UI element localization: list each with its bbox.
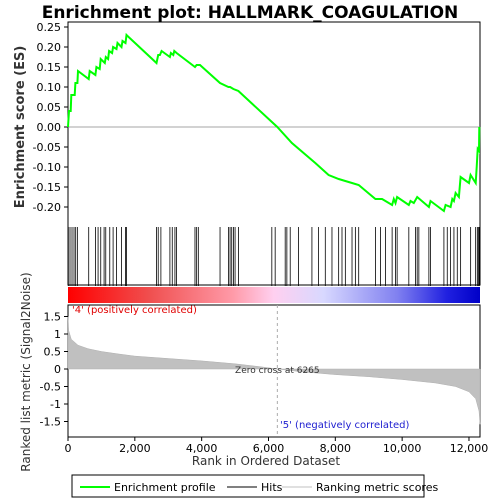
chart-title: Enrichment plot: HALLMARK_COAGULATION: [42, 3, 459, 23]
zero-cross-label: Zero cross at 6265: [235, 366, 320, 376]
legend-metric-label: Ranking metric scores: [316, 481, 438, 494]
x-tick-label: 12,000: [450, 442, 489, 455]
es-y-tick-label: -0.15: [33, 181, 61, 194]
es-y-tick-label: 0.25: [37, 21, 62, 34]
es-y-tick-label: 0.20: [37, 41, 62, 54]
es-y-tick-label: -0.05: [33, 141, 61, 154]
x-tick-label: 6,000: [253, 442, 285, 455]
es-y-tick-label: -0.10: [33, 161, 61, 174]
es-y-tick-label: -0.20: [33, 201, 61, 214]
es-y-tick-label: 0.00: [37, 121, 62, 134]
hits-markers: [67, 227, 480, 286]
x-axis-label: Rank in Ordered Dataset: [192, 454, 340, 468]
x-tick-label: 4,000: [186, 442, 218, 455]
x-tick-label: 0: [65, 442, 72, 455]
metric-y-tick-label: 0.5: [44, 346, 62, 359]
es-y-axis-label: Enrichment score (ES): [13, 46, 28, 209]
legend-enrichment-label: Enrichment profile: [114, 481, 216, 494]
es-y-tick-label: 0.15: [37, 61, 62, 74]
metric-y-tick-label: -1: [50, 398, 61, 411]
rank-color-bar: [68, 287, 480, 303]
es-y-tick-label: 0.05: [37, 101, 62, 114]
legend-box: [71, 474, 425, 498]
metric-y-tick-label: 1: [54, 328, 61, 341]
es-y-tick-label: 0.10: [37, 81, 62, 94]
x-tick-label: 10,000: [383, 442, 422, 455]
legend-hits-label: Hits: [261, 481, 283, 494]
metric-y-tick-label: 0: [54, 363, 61, 376]
x-tick-label: 8,000: [320, 442, 352, 455]
ranking-metric-area: [67, 316, 481, 425]
es-panel-frame: [67, 21, 481, 286]
positive-label: '4' (positively correlated): [72, 305, 197, 316]
metric-y-tick-label: 1.5: [44, 311, 62, 324]
metric-y-axis-label: Ranked list metric (Signal2Noise): [19, 272, 33, 471]
enrichment-profile-line: [67, 32, 481, 213]
negative-label: '5' (negatively correlated): [280, 420, 409, 431]
metric-y-tick-label: -0.5: [40, 381, 61, 394]
x-tick-label: 2,000: [119, 442, 151, 455]
metric-y-tick-label: -1.5: [40, 416, 61, 429]
